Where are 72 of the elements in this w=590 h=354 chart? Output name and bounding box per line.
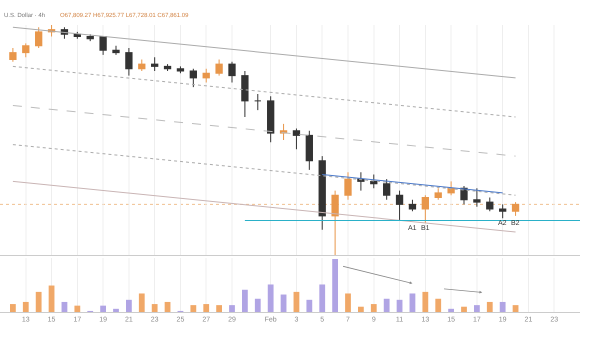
bar — [22, 302, 29, 312]
bar — [461, 306, 467, 312]
bar — [126, 300, 132, 312]
bar — [486, 302, 493, 312]
bar — [306, 300, 312, 312]
bar — [48, 286, 54, 312]
candlestick — [151, 56, 158, 72]
candlestick — [512, 202, 520, 216]
bar — [332, 259, 338, 312]
bar — [268, 284, 274, 312]
bar — [74, 306, 80, 312]
bar — [152, 304, 158, 312]
bar — [512, 305, 518, 312]
candlestick — [331, 190, 339, 255]
bar — [384, 298, 390, 312]
candlestick — [112, 45, 120, 56]
candlestick — [306, 130, 313, 170]
candlestick — [176, 66, 184, 74]
bar — [100, 306, 106, 312]
bar — [319, 284, 326, 312]
bar — [370, 304, 377, 312]
candlestick — [473, 188, 481, 208]
bar — [113, 308, 119, 312]
bar — [36, 292, 42, 312]
bar — [164, 302, 170, 312]
bar — [422, 292, 428, 312]
candlestick — [396, 190, 404, 221]
bar — [500, 302, 506, 312]
bar — [294, 292, 300, 312]
bar — [345, 293, 351, 312]
bar — [435, 298, 442, 312]
bar — [10, 304, 16, 312]
candlestick — [190, 68, 197, 88]
candlestick — [99, 36, 107, 56]
bar — [138, 293, 145, 312]
bar — [396, 300, 402, 312]
candlestick — [383, 178, 390, 200]
candlestick — [22, 42, 30, 58]
bar — [203, 304, 210, 312]
candlestick — [370, 174, 378, 189]
candlestick — [125, 48, 133, 76]
candlestick — [434, 188, 442, 200]
candlestick — [447, 180, 455, 196]
bar — [448, 308, 454, 312]
candlestick — [422, 194, 429, 224]
candlestick — [408, 199, 416, 212]
bar — [358, 306, 364, 312]
bar — [216, 305, 222, 312]
candlestick — [86, 34, 94, 42]
candlestick — [138, 59, 146, 72]
bar — [280, 294, 286, 312]
candlestick — [228, 61, 236, 83]
candlestick — [499, 204, 506, 219]
candlestick — [318, 156, 326, 230]
candlestick — [241, 70, 249, 118]
bar — [190, 305, 196, 312]
bar — [229, 305, 235, 312]
candlestick — [202, 68, 210, 83]
candlestick — [9, 48, 17, 62]
candlestick — [215, 59, 223, 76]
bar — [242, 290, 248, 312]
candlestick — [254, 94, 262, 111]
candlestick — [486, 197, 494, 212]
bar — [474, 305, 480, 312]
bar — [62, 302, 68, 312]
candlestick — [357, 172, 365, 192]
bar — [254, 298, 261, 312]
candlestick — [35, 26, 42, 48]
candlestick — [344, 172, 352, 200]
candlestick — [267, 96, 274, 143]
candlestick — [292, 128, 300, 150]
bar — [410, 293, 416, 312]
